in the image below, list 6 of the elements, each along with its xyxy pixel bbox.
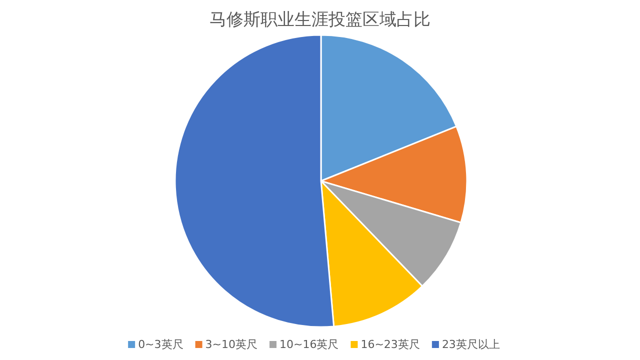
legend-label: 0~3英尺 — [138, 338, 184, 351]
legend-label: 10~16英尺 — [280, 338, 339, 351]
legend-label: 23英尺以上 — [442, 338, 500, 351]
legend-label: 3~10英尺 — [205, 338, 258, 351]
chart-title: 马修斯职业生涯投篮区域占比 — [210, 10, 430, 30]
legend-label: 16~23英尺 — [360, 338, 420, 351]
